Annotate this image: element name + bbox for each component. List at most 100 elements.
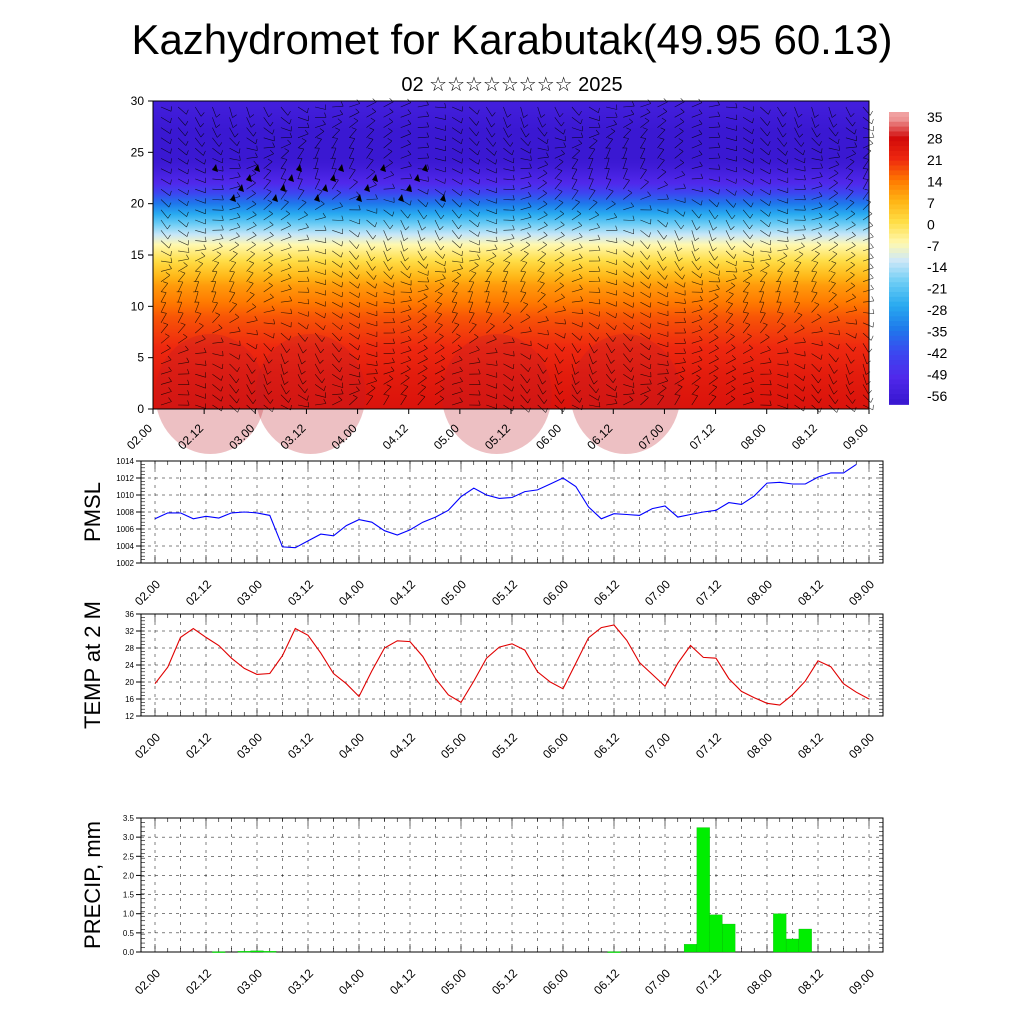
colorbar-cell — [889, 219, 909, 225]
x-tick-label: 03.12 — [285, 577, 316, 608]
precip-bar — [263, 951, 277, 953]
colorbar-cell — [889, 233, 909, 240]
y-tick-label: 0.5 — [123, 929, 135, 938]
colorbar-cell — [889, 180, 909, 186]
y-tick-label: 1008 — [116, 508, 134, 517]
y-tick-label: 10 — [131, 299, 145, 313]
x-tick-label: 03.12 — [285, 730, 316, 761]
y-tick-label: 1010 — [116, 491, 134, 500]
y-tick-label: 25 — [131, 145, 145, 159]
colorbar-cell — [889, 335, 909, 342]
y-tick-label: 5 — [137, 351, 144, 365]
precip-bar — [250, 950, 264, 953]
colorbar-cell — [889, 194, 909, 201]
colorbar-cell — [889, 360, 909, 366]
colorbar-label: -35 — [927, 324, 947, 340]
x-tick-label: 07.00 — [642, 730, 673, 761]
x-tick-label: 07.12 — [693, 730, 724, 761]
colorbar-label: -28 — [927, 302, 947, 318]
x-tick-label: 08.00 — [744, 966, 775, 997]
colorbar-cell — [889, 189, 909, 196]
colorbar-cell — [889, 389, 909, 396]
x-tick-label: 05.12 — [489, 577, 520, 608]
x-tick-label: 02.12 — [183, 577, 214, 608]
warm-surface-blob — [255, 334, 366, 454]
x-tick-label: 04.12 — [380, 421, 411, 452]
y-tick-label: 0 — [137, 402, 144, 416]
x-tick-label: 08.00 — [744, 577, 775, 608]
x-tick-label: 09.00 — [846, 577, 877, 608]
colorbar-cell — [889, 267, 909, 274]
colorbar-cell — [889, 155, 909, 162]
colorbar-cell — [889, 170, 909, 177]
y-tick-label: 12 — [125, 712, 134, 721]
colorbar-cell — [889, 238, 909, 245]
colorbar-cell — [889, 355, 909, 362]
colorbar-cell — [889, 150, 909, 157]
colorbar-label: 7 — [927, 195, 935, 211]
precip-bar — [237, 951, 251, 953]
pmsl-panel: 1002 1004 1006 1008 1010 1012 1014 02.00 02.12 03… — [80, 457, 884, 608]
x-tick-label: 06.12 — [591, 966, 622, 997]
colorbar-cell — [889, 311, 909, 318]
y-tick-label: 1.5 — [123, 891, 135, 900]
precip-bar — [785, 938, 800, 953]
x-tick-label: 09.00 — [846, 730, 877, 761]
precip-bar — [722, 923, 736, 953]
colorbar-cell — [889, 272, 909, 279]
colorbar-label: 14 — [927, 173, 943, 189]
x-tick-label: 02.00 — [124, 421, 155, 452]
y-tick-label: 15 — [131, 248, 145, 262]
colorbar-label: 28 — [927, 130, 943, 146]
colorbar-cell — [889, 141, 909, 148]
precip-bar — [607, 951, 621, 953]
colorbar-cell — [889, 184, 909, 191]
colorbar-cell — [889, 287, 909, 293]
colorbar-cell — [889, 165, 909, 172]
x-tick-label: 05.12 — [489, 966, 520, 997]
precip-axis-label: PRECIP, mm — [80, 821, 105, 949]
chart-subtitle: 02 ☆☆☆☆☆☆☆☆ 2025 — [401, 74, 623, 96]
y-tick-label: 3.0 — [123, 833, 135, 842]
y-tick-label: 36 — [125, 610, 134, 619]
x-tick-label: 08.00 — [738, 421, 769, 452]
x-tick-label: 06.00 — [540, 966, 571, 997]
x-tick-label: 07.12 — [693, 966, 724, 997]
precip-bar — [709, 914, 723, 953]
y-tick-label: 1012 — [116, 474, 134, 483]
colorbar-cell — [889, 112, 909, 118]
wind-barb-lines — [160, 98, 875, 413]
x-tick-label: 03.00 — [234, 730, 265, 761]
x-tick-label: 09.00 — [846, 966, 877, 997]
y-tick-label: 28 — [125, 644, 134, 653]
x-tick-label: 07.12 — [687, 421, 718, 452]
temp-axis-label: TEMP at 2 M — [80, 601, 105, 729]
colorbar-cell — [889, 345, 909, 352]
x-tick-label: 04.12 — [387, 966, 418, 997]
x-tick-label: 08.12 — [795, 577, 826, 608]
colorbar-label: -14 — [927, 259, 947, 275]
colorbar-cell — [889, 364, 909, 371]
x-tick-label: 04.00 — [336, 577, 367, 608]
precip-bar — [683, 944, 698, 953]
colorbar-cell — [889, 282, 909, 289]
colorbar-cell — [889, 204, 909, 211]
precip-panel: 0.0 0.5 1.0 1.5 2.0 2.5 3.0 3.5 02.00 02.12 03.00 0… — [80, 814, 884, 997]
x-tick-label: 02.12 — [183, 966, 214, 997]
colorbar-cell — [889, 248, 909, 255]
colorbar-cell — [889, 209, 909, 216]
y-tick-label: 1002 — [116, 559, 134, 568]
x-tick-label: 08.12 — [795, 966, 826, 997]
colorbar-label: 0 — [927, 216, 935, 232]
y-tick-label: 1006 — [116, 525, 134, 534]
x-tick-label: 05.00 — [438, 577, 469, 608]
colorbar-cell — [889, 291, 909, 298]
colorbar-cell — [889, 326, 909, 332]
wind-barbs — [160, 98, 875, 413]
colorbar-cell — [889, 369, 909, 376]
colorbar-label: -56 — [927, 388, 947, 404]
y-tick-label: 20 — [125, 678, 134, 687]
y-tick-label: 3.5 — [123, 814, 135, 823]
